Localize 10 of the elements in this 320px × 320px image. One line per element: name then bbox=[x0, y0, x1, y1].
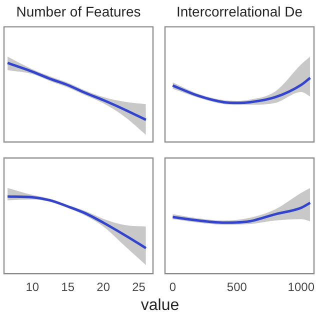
x-tick-label: 1000 bbox=[288, 280, 315, 294]
chart-title: Intercorrelational De bbox=[176, 3, 303, 20]
x-tick-label: 15 bbox=[61, 280, 75, 294]
x-tick-label: 500 bbox=[226, 280, 248, 294]
x-tick-label: 20 bbox=[96, 280, 110, 294]
x-tick-label: 10 bbox=[26, 280, 40, 294]
x-tick-label: 25 bbox=[132, 280, 146, 294]
x-tick-label: 0 bbox=[169, 280, 176, 294]
chart-title: Number of Features bbox=[16, 3, 141, 20]
x-axis-title: value bbox=[140, 297, 180, 315]
